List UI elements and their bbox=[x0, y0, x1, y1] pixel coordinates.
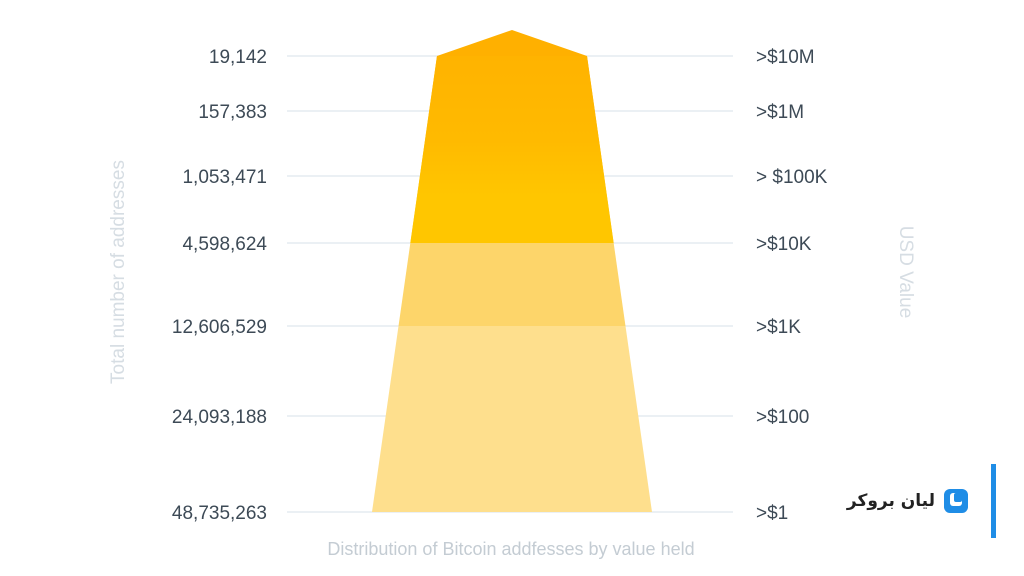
address-count-label: 24,093,188 bbox=[172, 407, 267, 428]
lian-broker-logo-icon bbox=[944, 489, 968, 513]
usd-value-label: >$1K bbox=[756, 317, 801, 338]
usd-value-label: >$100 bbox=[756, 407, 809, 428]
address-count-label: 1,053,471 bbox=[182, 167, 267, 188]
funnel-bands bbox=[372, 30, 652, 512]
address-count-label: 4,598,624 bbox=[182, 234, 267, 255]
y-axis-label-right: USD Value bbox=[895, 226, 916, 319]
usd-value-label: > $100K bbox=[756, 167, 828, 188]
funnel-band bbox=[385, 326, 639, 416]
funnel-cap bbox=[437, 30, 587, 56]
brand-name: لیان بروکر bbox=[846, 491, 935, 511]
y-axis-label-left: Total number of addresses bbox=[108, 160, 129, 384]
address-count-label: 12,606,529 bbox=[172, 317, 267, 338]
funnel-band bbox=[398, 243, 626, 326]
x-axis-label: Distribution of Bitcoin addfesses by val… bbox=[327, 539, 694, 559]
usd-value-label: >$10K bbox=[756, 234, 812, 255]
usd-value-label: >$10M bbox=[756, 47, 815, 68]
address-count-label: 48,735,263 bbox=[172, 503, 267, 524]
address-count-label: 157,383 bbox=[198, 102, 267, 123]
tick-labels: 19,142 >$10M 157,383 >$1M 1,053,471 > $100K 4,… bbox=[172, 47, 828, 524]
address-count-label: 19,142 bbox=[209, 47, 267, 68]
usd-value-label: >$1 bbox=[756, 503, 788, 524]
brand-logo: لیان بروکر bbox=[847, 464, 996, 538]
logo-accent-bar bbox=[991, 464, 996, 538]
funnel-upper-gradient bbox=[410, 56, 614, 243]
usd-value-label: >$1M bbox=[756, 102, 804, 123]
funnel-band bbox=[372, 416, 652, 512]
